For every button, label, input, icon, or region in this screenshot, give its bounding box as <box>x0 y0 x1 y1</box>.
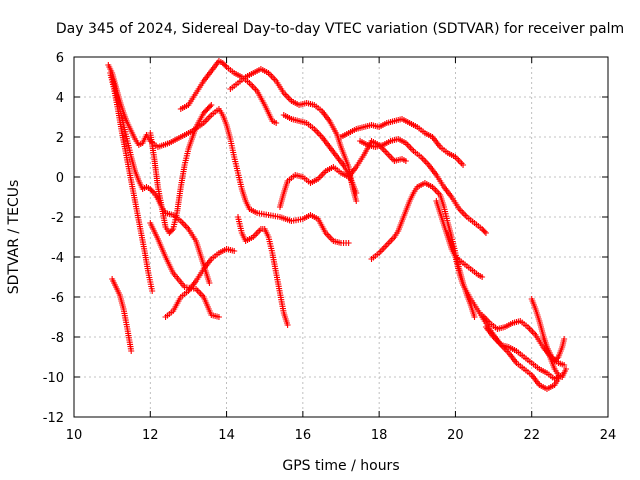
x-tick-label: 18 <box>371 428 388 443</box>
chart-title: Day 345 of 2024, Sidereal Day-to-day VTE… <box>56 21 624 37</box>
x-tick-label: 14 <box>218 428 235 443</box>
data-point <box>482 230 489 236</box>
x-tick-label: 10 <box>66 428 83 443</box>
x-tick-label: 12 <box>142 428 159 443</box>
data-point <box>206 280 213 286</box>
data-point <box>207 103 214 110</box>
x-tick-label: 22 <box>523 428 540 443</box>
y-tick-label: 4 <box>56 91 64 106</box>
x-tick-label: 24 <box>600 428 617 443</box>
data-point <box>149 288 156 294</box>
x-tick-label: 20 <box>447 428 464 443</box>
data-point <box>353 190 360 196</box>
data-point <box>345 240 352 246</box>
data-point <box>231 248 238 254</box>
y-tick-label: -8 <box>51 331 64 346</box>
data-point <box>481 228 488 235</box>
data-point <box>460 162 467 168</box>
data-point <box>563 366 570 372</box>
x-tick-label: 16 <box>295 428 312 443</box>
data-point <box>353 198 360 204</box>
y-tick-label: -12 <box>43 411 64 426</box>
data-point <box>471 314 478 320</box>
data-point <box>208 102 215 108</box>
y-tick-label: -4 <box>51 251 64 266</box>
y-tick-label: -2 <box>51 211 64 226</box>
data-point <box>168 227 175 234</box>
data-point <box>479 274 486 280</box>
y-axis-title: SDTVAR / TECUs <box>6 180 22 295</box>
y-tick-label: -10 <box>43 371 64 386</box>
data-point <box>222 62 229 69</box>
data-point <box>215 314 222 320</box>
data-point <box>561 362 568 368</box>
x-axis: 10 12 14 16 18 20 22 24 <box>66 57 617 443</box>
data-point <box>149 188 156 195</box>
y-tick-label: -6 <box>51 291 64 306</box>
y-tick-label: 6 <box>56 51 64 66</box>
plot-area <box>105 58 570 392</box>
data-point <box>402 158 409 164</box>
y-tick-label: 0 <box>56 171 64 186</box>
y-tick-label: 2 <box>56 131 64 146</box>
data-point <box>128 348 135 354</box>
data-point <box>284 322 291 328</box>
y-axis: -12 -10 -8 -6 -4 -2 0 2 4 6 <box>43 51 608 426</box>
data-point <box>561 336 568 342</box>
data-point <box>273 120 280 126</box>
x-axis-title: GPS time / hours <box>282 458 399 474</box>
plot-frame <box>73 56 609 418</box>
data-point <box>554 355 561 362</box>
